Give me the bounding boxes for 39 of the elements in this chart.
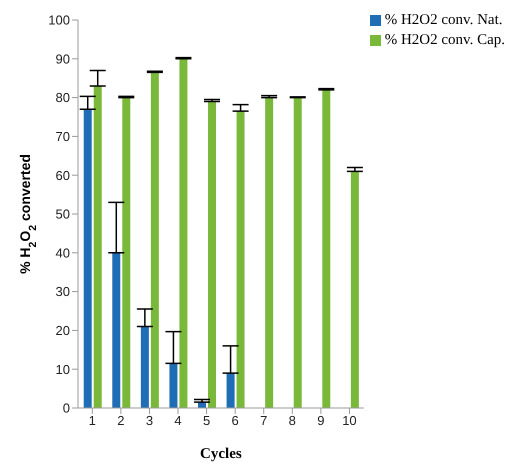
y-tick-label: 0 — [62, 400, 70, 416]
bar — [84, 109, 92, 408]
x-tick-label: 6 — [232, 413, 239, 428]
bar — [179, 58, 188, 408]
bar — [236, 111, 245, 408]
y-tick-label: 100 — [48, 12, 70, 28]
x-axis-title: Cycles — [200, 446, 242, 462]
x-tick-label: 10 — [342, 413, 357, 428]
y-tick-label: 70 — [56, 129, 70, 144]
bar — [350, 171, 359, 408]
bar — [169, 363, 178, 408]
bar — [140, 326, 149, 408]
legend-label: % H2O2 conv. Nat. — [384, 12, 502, 28]
x-tick-label: 2 — [117, 413, 124, 428]
x-tick-label: 1 — [88, 413, 96, 428]
y-tick-label: 40 — [56, 245, 70, 260]
y-tick-label: 80 — [56, 90, 70, 106]
x-tick-label: 7 — [260, 413, 268, 428]
bar — [265, 98, 274, 408]
bar — [112, 252, 120, 408]
bar — [94, 86, 102, 408]
y-tick-label: 50 — [56, 206, 70, 222]
y-tick-label: 90 — [56, 51, 70, 66]
bar — [122, 98, 130, 408]
x-tick-label: 9 — [317, 413, 324, 428]
y-tick-label: 10 — [56, 362, 70, 377]
y-tick-label: 60 — [56, 168, 70, 183]
y-tick-label: 30 — [56, 284, 70, 300]
x-tick-label: 4 — [174, 413, 182, 428]
x-tick-label: 3 — [146, 413, 154, 428]
y-tick-label: 20 — [56, 323, 70, 338]
bar — [226, 373, 235, 408]
bar — [150, 72, 159, 408]
bar — [208, 101, 216, 408]
legend-label: % H2O2 conv. Cap. — [384, 32, 505, 48]
bar — [322, 90, 330, 408]
x-tick-label: 5 — [202, 413, 210, 428]
x-tick-label: 8 — [288, 413, 296, 428]
bar — [294, 98, 302, 408]
